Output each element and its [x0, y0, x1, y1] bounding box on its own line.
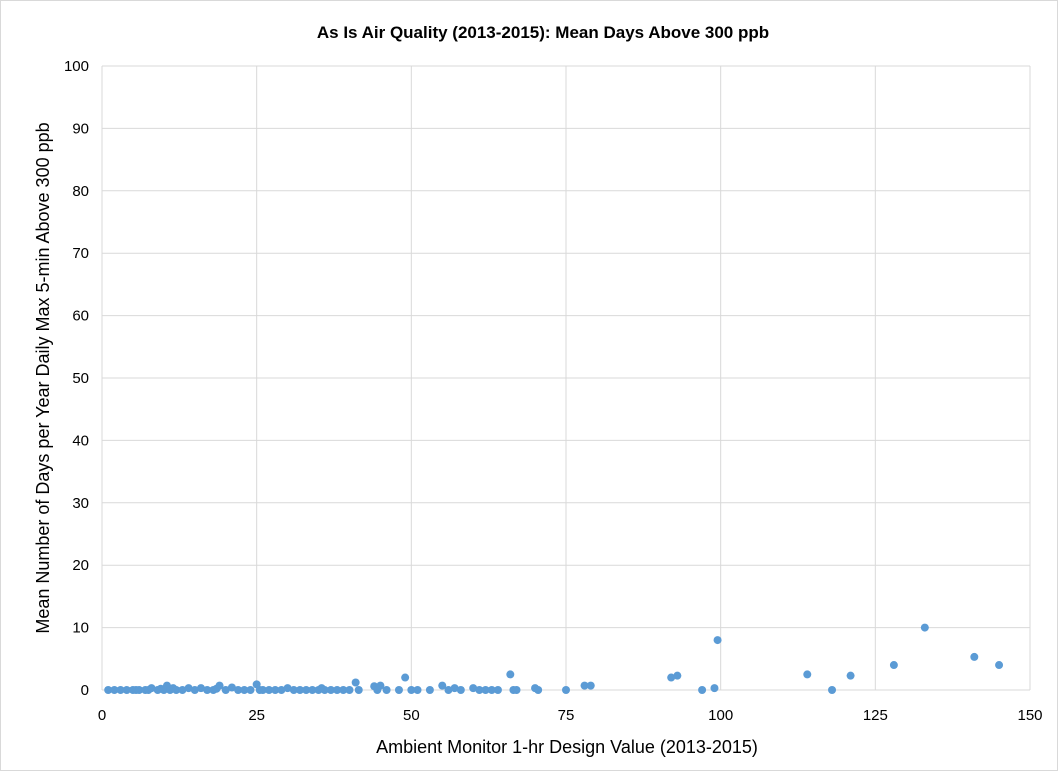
data-point	[456, 686, 465, 694]
data-point	[407, 686, 416, 694]
data-point	[122, 686, 131, 694]
data-point	[221, 686, 230, 694]
x-tick-label: 50	[403, 707, 420, 724]
y-tick-label: 20	[72, 557, 89, 574]
data-point	[562, 686, 570, 694]
data-point	[215, 681, 224, 690]
data-point	[846, 671, 855, 680]
data-point	[351, 678, 360, 687]
data-point	[506, 670, 515, 679]
data-point	[320, 686, 329, 694]
data-point	[698, 686, 707, 694]
data-point	[234, 686, 243, 694]
x-tick-label: 25	[248, 707, 265, 724]
data-point	[394, 686, 403, 694]
y-tick-label: 90	[72, 120, 89, 137]
data-point	[345, 686, 354, 694]
data-point	[469, 684, 478, 693]
data-point	[493, 686, 502, 694]
data-point	[227, 683, 236, 692]
data-point	[401, 673, 410, 682]
data-point	[376, 681, 385, 690]
data-point	[673, 671, 682, 680]
data-point	[475, 686, 484, 694]
data-point	[116, 686, 125, 694]
x-tick-label: 150	[1017, 707, 1042, 724]
data-point	[258, 686, 267, 694]
y-axis-title: Mean Number of Days per Year Daily Max 5…	[33, 122, 53, 633]
y-tick-labels: 0 10 20 30 40 50 60 70 80 90 100	[64, 58, 89, 699]
data-point	[110, 686, 119, 694]
chart-title: As Is Air Quality (2013-2015): Mean Days…	[317, 23, 769, 42]
data-point	[289, 686, 298, 694]
y-tick-label: 60	[72, 308, 89, 325]
x-tick-labels: 0 25 50 75 100 125 150	[98, 707, 1043, 724]
data-point	[995, 661, 1004, 670]
data-point	[283, 684, 292, 693]
x-tick-label: 100	[708, 707, 733, 724]
data-point	[425, 686, 434, 694]
y-tick-label: 10	[72, 620, 89, 637]
data-point	[382, 686, 391, 694]
x-tick-label: 0	[98, 707, 106, 724]
data-point	[487, 686, 496, 694]
y-tick-label: 50	[72, 370, 89, 387]
data-point	[265, 686, 274, 694]
data-point	[246, 686, 255, 694]
y-tick-label: 100	[64, 58, 89, 75]
data-point	[295, 686, 304, 694]
data-point	[196, 684, 205, 693]
data-point	[302, 686, 311, 694]
data-point	[277, 686, 286, 694]
data-point	[803, 670, 812, 679]
data-point	[271, 686, 280, 694]
data-point	[326, 686, 335, 694]
data-point	[147, 684, 156, 693]
data-point	[135, 686, 144, 694]
x-axis-title: Ambient Monitor 1-hr Design Value (2013-…	[376, 737, 758, 757]
data-point	[889, 661, 898, 670]
data-point	[580, 681, 589, 690]
data-point	[512, 686, 521, 694]
gridlines	[101, 65, 1031, 691]
y-tick-label: 70	[72, 245, 89, 262]
y-tick-label: 30	[72, 495, 89, 512]
data-point	[339, 686, 348, 694]
data-points	[104, 623, 1004, 694]
data-point	[713, 636, 722, 645]
data-point	[444, 686, 453, 694]
data-point	[203, 686, 212, 694]
data-point	[586, 681, 595, 690]
data-point	[920, 623, 929, 632]
data-point	[413, 686, 422, 694]
data-point	[333, 686, 342, 694]
data-point	[667, 673, 676, 682]
data-point	[828, 686, 837, 694]
y-tick-label: 80	[72, 183, 89, 200]
x-tick-label: 75	[558, 707, 575, 724]
data-point	[970, 652, 979, 661]
data-point	[178, 686, 187, 694]
data-point	[104, 686, 113, 694]
data-point	[534, 686, 543, 694]
data-point	[438, 681, 447, 690]
data-point	[172, 686, 181, 694]
data-point	[450, 684, 459, 693]
y-tick-label: 40	[72, 432, 89, 449]
data-point	[710, 684, 719, 693]
data-point	[190, 686, 199, 694]
y-tick-label: 0	[81, 682, 89, 699]
data-point	[308, 686, 317, 694]
data-point	[481, 686, 490, 694]
x-tick-label: 125	[863, 707, 888, 724]
data-point	[354, 686, 363, 694]
data-point	[240, 686, 249, 694]
data-point	[184, 684, 193, 693]
